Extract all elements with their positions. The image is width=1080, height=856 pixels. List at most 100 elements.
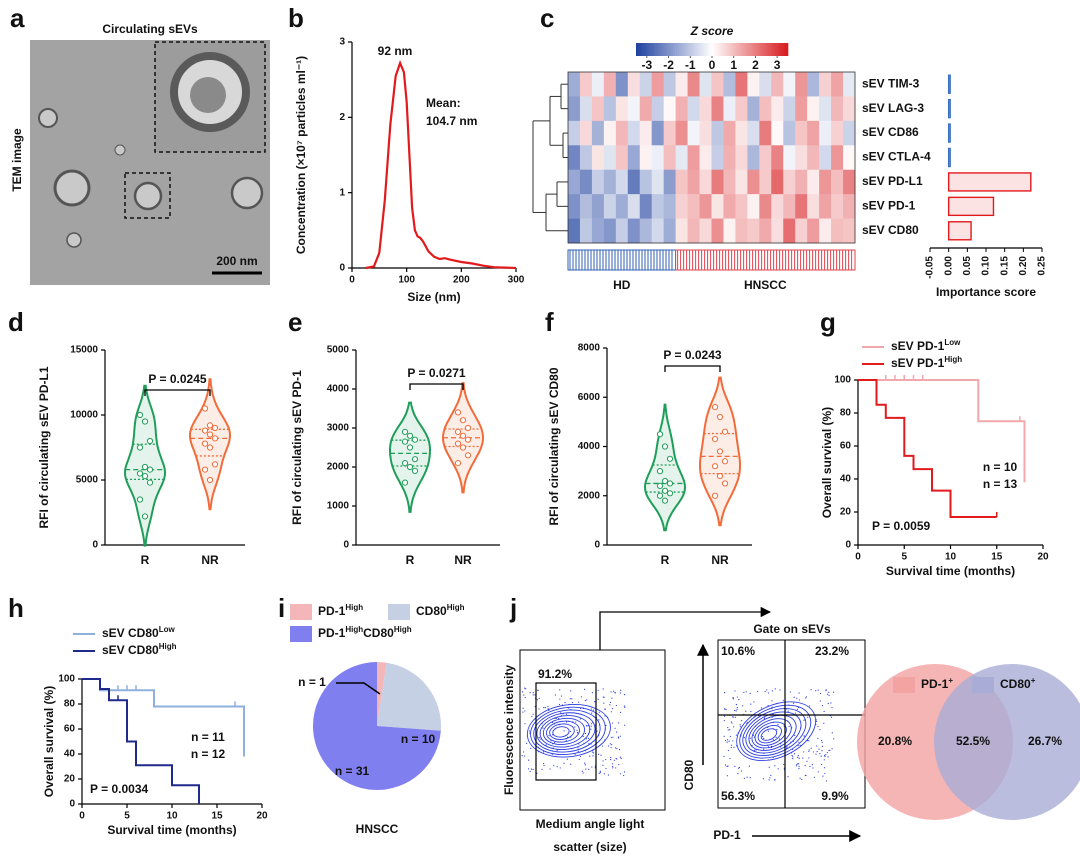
event-dot — [749, 692, 751, 694]
heat-cell — [819, 72, 832, 97]
heat-cell — [568, 120, 581, 146]
data-point — [716, 472, 724, 480]
quadrant-percent: 9.9% — [821, 789, 849, 803]
event-dot — [817, 689, 819, 691]
flow-xlabel: Medium angle light — [536, 817, 645, 831]
colorbar-step — [783, 43, 787, 56]
p-value: P = 0.0245 — [148, 372, 206, 386]
heat-cell — [783, 120, 796, 146]
event-dot — [576, 731, 579, 734]
row-label: sEV LAG-3 — [862, 101, 924, 115]
heat-cell — [711, 96, 724, 122]
heat-cell — [711, 194, 724, 219]
event-dot — [620, 757, 622, 760]
event-dot — [560, 695, 563, 697]
y-tick-label: 40 — [840, 474, 852, 485]
heat-cell — [615, 72, 629, 97]
event-dot — [619, 756, 621, 758]
heat-cell — [711, 218, 724, 244]
event-dot — [610, 711, 613, 713]
event-dot — [803, 719, 805, 721]
text-part: PD-1 — [318, 626, 346, 640]
colorbar-step — [644, 43, 648, 56]
event-dot — [558, 703, 561, 706]
heat-cell — [819, 120, 832, 146]
event-dot — [772, 739, 774, 741]
heat-cell — [711, 145, 724, 171]
colorbar-step — [738, 43, 741, 56]
event-dot — [577, 750, 579, 753]
y-tick-label: 0 — [69, 799, 75, 810]
colorbar-step — [722, 43, 726, 56]
event-dot — [570, 690, 572, 692]
data-point — [141, 418, 149, 425]
row-label: sEV CTLA-4 — [862, 150, 931, 164]
event-dot — [723, 719, 725, 722]
category-label: R — [141, 553, 150, 567]
y-tick-label: 100 — [58, 674, 75, 685]
venn-region: 20.8% — [878, 734, 912, 748]
event-dot — [542, 751, 545, 753]
event-dot — [749, 776, 751, 779]
superscript: High — [447, 603, 465, 612]
event-dot — [739, 725, 741, 727]
event-dot — [729, 757, 731, 760]
heat-cell — [663, 145, 676, 171]
data-point — [656, 468, 664, 475]
x-tick-label: 0.05 — [962, 256, 973, 276]
y-tick-label: 2000 — [327, 462, 350, 473]
y-tick-label: 0 — [339, 263, 345, 274]
event-dot — [792, 756, 794, 758]
event-dot — [598, 711, 600, 713]
event-dot — [723, 755, 725, 758]
event-dot — [530, 768, 533, 770]
colorbar-step — [709, 43, 713, 56]
event-dot — [600, 754, 602, 756]
flow-ylabel: Fluorescence intensity — [502, 665, 516, 795]
event-dot — [755, 749, 757, 751]
heat-cell — [591, 194, 605, 219]
event-dot — [815, 690, 817, 692]
x-tick-label: 20 — [256, 811, 268, 822]
event-dot — [828, 694, 830, 697]
event-dot — [789, 691, 791, 693]
event-dot — [804, 697, 807, 699]
data-point — [206, 476, 214, 484]
heat-cell — [687, 194, 700, 219]
event-dot — [808, 740, 810, 742]
heat-cell — [627, 194, 641, 219]
event-dot — [610, 691, 612, 693]
data-point — [666, 455, 674, 462]
event-dot — [527, 759, 530, 761]
event-dot — [766, 689, 768, 691]
panel-letter: h — [8, 593, 24, 623]
y-tick-label: 1 — [339, 187, 345, 198]
colorbar-step — [685, 43, 689, 56]
event-dot — [821, 745, 824, 747]
data-point — [656, 492, 664, 499]
event-dot — [584, 700, 586, 702]
event-dot — [827, 756, 829, 758]
event-dot — [736, 706, 738, 709]
event-dot — [556, 766, 558, 768]
y-axis-label: RFI of circulating sEV PD-1 — [290, 370, 304, 525]
tem-ylabel: TEM image — [10, 128, 24, 192]
event-dot — [727, 739, 729, 741]
contour — [736, 701, 817, 762]
heat-cell — [568, 145, 581, 171]
colorbar-step — [716, 43, 719, 56]
heat-cell — [723, 120, 736, 146]
data-point — [141, 513, 149, 520]
heat-cell — [747, 169, 760, 195]
colorbar-step — [785, 43, 789, 56]
x-tick-label: 0.10 — [981, 256, 992, 276]
event-dot — [571, 698, 573, 700]
importance-bar — [947, 74, 951, 94]
event-dot — [591, 712, 593, 714]
colorbar-step — [779, 43, 782, 56]
event-dot — [619, 692, 621, 694]
contour — [542, 717, 586, 745]
event-dot — [727, 749, 729, 752]
event-dot — [556, 749, 558, 751]
colorbar-step — [688, 43, 691, 56]
